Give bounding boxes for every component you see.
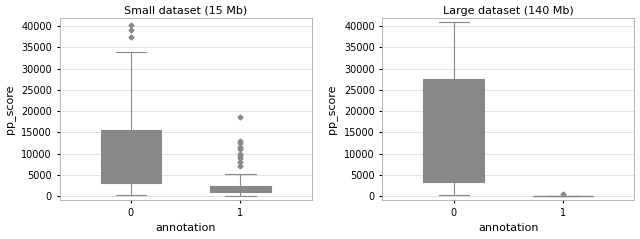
- Y-axis label: pp_score: pp_score: [328, 84, 339, 134]
- Title: Large dataset (140 Mb): Large dataset (140 Mb): [443, 5, 574, 16]
- X-axis label: annotation: annotation: [478, 223, 539, 234]
- PathPatch shape: [424, 79, 484, 182]
- Y-axis label: pp_score: pp_score: [6, 84, 15, 134]
- PathPatch shape: [100, 130, 161, 183]
- PathPatch shape: [211, 186, 271, 192]
- Title: Small dataset (15 Mb): Small dataset (15 Mb): [124, 5, 247, 16]
- X-axis label: annotation: annotation: [156, 223, 216, 234]
